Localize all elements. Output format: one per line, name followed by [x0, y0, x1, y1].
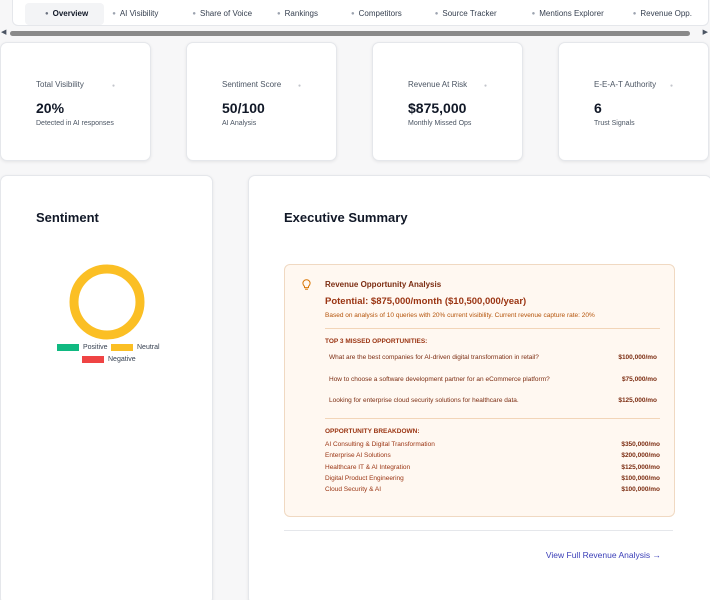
tab-bullet-icon: ●	[192, 10, 196, 17]
missed-opportunity-row: What are the best companies for AI-drive…	[329, 354, 657, 361]
tab-label: AI Visibility	[119, 9, 159, 18]
info-dot-icon: ●	[670, 83, 674, 89]
scroll-thumb[interactable]	[10, 31, 690, 36]
metric-subtitle: Trust Signals	[594, 120, 635, 127]
breakdown-amount: $200,000/mo	[621, 452, 660, 459]
tab-overview[interactable]: ● Overview	[25, 2, 105, 25]
tab-share-of-voice[interactable]: ● Share of Voice	[192, 3, 252, 25]
breakdown-amount: $350,000/mo	[621, 441, 660, 448]
metric-subtitle: Monthly Missed Ops	[408, 120, 472, 127]
tab-bullet-icon: ●	[351, 10, 355, 17]
breakdown-label: Digital Product Engineering	[325, 475, 404, 482]
metric-card-sentiment-score: Sentiment Score ● 50/100 AI Analysis	[186, 42, 337, 161]
tab-label: Revenue Opp.	[640, 9, 692, 18]
missed-query: What are the best companies for AI-drive…	[329, 354, 539, 361]
divider	[325, 418, 660, 419]
tab-bullet-icon: ●	[434, 10, 439, 17]
opportunity-breakdown-heading: OPPORTUNITY BREAKDOWN:	[325, 428, 420, 435]
legend-positive[interactable]: Positive	[57, 344, 108, 351]
breakdown-row: Digital Product Engineering $100,000/mo	[325, 475, 660, 482]
tab-competitors[interactable]: ● Competitors	[351, 3, 402, 25]
missed-opportunity-row: How to choose a software development par…	[329, 376, 657, 383]
metric-title: Sentiment Score	[222, 80, 282, 89]
metric-value: $875,000	[408, 100, 467, 116]
tab-bar: ● Overview ● AI Visibility ● Share of Vo…	[12, 0, 709, 26]
breakdown-row: Cloud Security & AI $100,000/mo	[325, 486, 660, 493]
tab-bullet-icon: ●	[632, 10, 637, 17]
scroll-left-icon[interactable]: ◀	[1, 29, 7, 36]
tab-ai-visibility[interactable]: ● AI Visibility	[112, 3, 158, 25]
breakdown-label: Healthcare IT & AI Integration	[325, 464, 411, 471]
revenue-potential: Potential: $875,000/month ($10,500,000/y…	[325, 296, 527, 307]
missed-amount: $125,000/mo	[618, 397, 657, 404]
view-full-revenue-analysis-link[interactable]: View Full Revenue Analysis →	[545, 550, 661, 560]
missed-query: Looking for enterprise cloud security so…	[329, 397, 519, 404]
missed-amount: $100,000/mo	[618, 354, 657, 361]
tab-bullet-icon: ●	[45, 10, 49, 17]
donut-slice-neutral[interactable]	[69, 264, 145, 340]
tab-source-tracker[interactable]: ● Source Tracker	[435, 3, 497, 25]
legend-swatch-negative	[82, 356, 104, 363]
metric-subtitle: AI Analysis	[222, 120, 257, 127]
executive-summary-card: Executive Summary Revenue Opportunity An…	[248, 175, 710, 600]
metric-title: Total Visibility	[36, 80, 84, 89]
executive-summary-title: Executive Summary	[284, 210, 408, 225]
tab-label: Source Tracker	[442, 9, 497, 18]
tab-revenue-opp[interactable]: ● Revenue Opp.	[633, 3, 692, 25]
horizontal-scrollbar[interactable]: ◀ ▶	[0, 27, 710, 39]
metric-card-total-visibility: Total Visibility ● 20% Detected in AI re…	[0, 42, 151, 161]
missed-opportunities-heading: TOP 3 MISSED OPPORTUNITIES:	[325, 338, 428, 345]
breakdown-label: AI Consulting & Digital Transformation	[325, 441, 435, 448]
legend-label: Negative	[108, 356, 136, 363]
scroll-right-icon[interactable]: ▶	[702, 29, 708, 36]
legend-swatch-positive	[57, 344, 79, 351]
breakdown-label: Cloud Security & AI	[325, 486, 381, 493]
missed-amount: $75,000/mo	[621, 376, 657, 383]
tab-mentions-explorer[interactable]: ● Mentions Explorer	[532, 3, 604, 25]
sentiment-donut-chart	[69, 264, 145, 340]
tab-label: Mentions Explorer	[539, 9, 604, 18]
breakdown-amount: $125,000/mo	[621, 464, 660, 471]
tab-bullet-icon: ●	[112, 10, 116, 17]
metric-value: 50/100	[222, 100, 265, 116]
analysis-basis: Based on analysis of 10 queries with 20%…	[325, 312, 595, 319]
tab-bullet-icon: ●	[531, 10, 536, 17]
breakdown-row: AI Consulting & Digital Transformation $…	[325, 441, 660, 448]
divider	[284, 530, 673, 531]
metric-value: 6	[594, 100, 602, 116]
tab-label: Rankings	[284, 9, 319, 18]
sentiment-card: Sentiment Positive Neutral Negative	[0, 175, 213, 600]
info-dot-icon: ●	[112, 83, 116, 89]
tab-label: Share of Voice	[199, 9, 253, 18]
revenue-analysis-title: Revenue Opportunity Analysis	[325, 280, 442, 289]
legend-label: Positive	[83, 344, 108, 351]
info-dot-icon: ●	[298, 83, 302, 89]
breakdown-amount: $100,000/mo	[621, 486, 660, 493]
breakdown-label: Enterprise AI Solutions	[325, 452, 391, 459]
metric-card-eeat-authority: E-E-A-T Authority ● 6 Trust Signals	[558, 42, 709, 161]
legend-negative[interactable]: Negative	[82, 356, 136, 363]
info-dot-icon: ●	[484, 83, 488, 89]
breakdown-amount: $100,000/mo	[621, 475, 660, 482]
metric-title: Revenue At Risk	[408, 80, 468, 89]
metric-value: 20%	[36, 100, 65, 116]
legend-label: Neutral	[137, 344, 160, 351]
divider	[325, 328, 660, 329]
missed-opportunity-row: Looking for enterprise cloud security so…	[329, 397, 657, 404]
legend-swatch-neutral	[111, 344, 133, 351]
breakdown-row: Enterprise AI Solutions $200,000/mo	[325, 452, 660, 459]
metric-title: E-E-A-T Authority	[594, 80, 657, 89]
tab-label: Competitors	[358, 9, 402, 18]
tab-bullet-icon: ●	[277, 10, 281, 17]
metric-subtitle: Detected in AI responses	[36, 120, 114, 127]
metric-card-revenue-at-risk: Revenue At Risk ● $875,000 Monthly Misse…	[372, 42, 523, 161]
legend-neutral[interactable]: Neutral	[111, 344, 160, 351]
lightbulb-icon	[302, 279, 311, 290]
missed-query: How to choose a software development par…	[329, 376, 550, 383]
tab-label: Overview	[52, 9, 89, 18]
breakdown-row: Healthcare IT & AI Integration $125,000/…	[325, 464, 660, 471]
revenue-opportunity-panel: Revenue Opportunity Analysis Potential: …	[284, 264, 675, 517]
tab-rankings[interactable]: ● Rankings	[277, 3, 318, 25]
sentiment-title: Sentiment	[36, 210, 99, 225]
